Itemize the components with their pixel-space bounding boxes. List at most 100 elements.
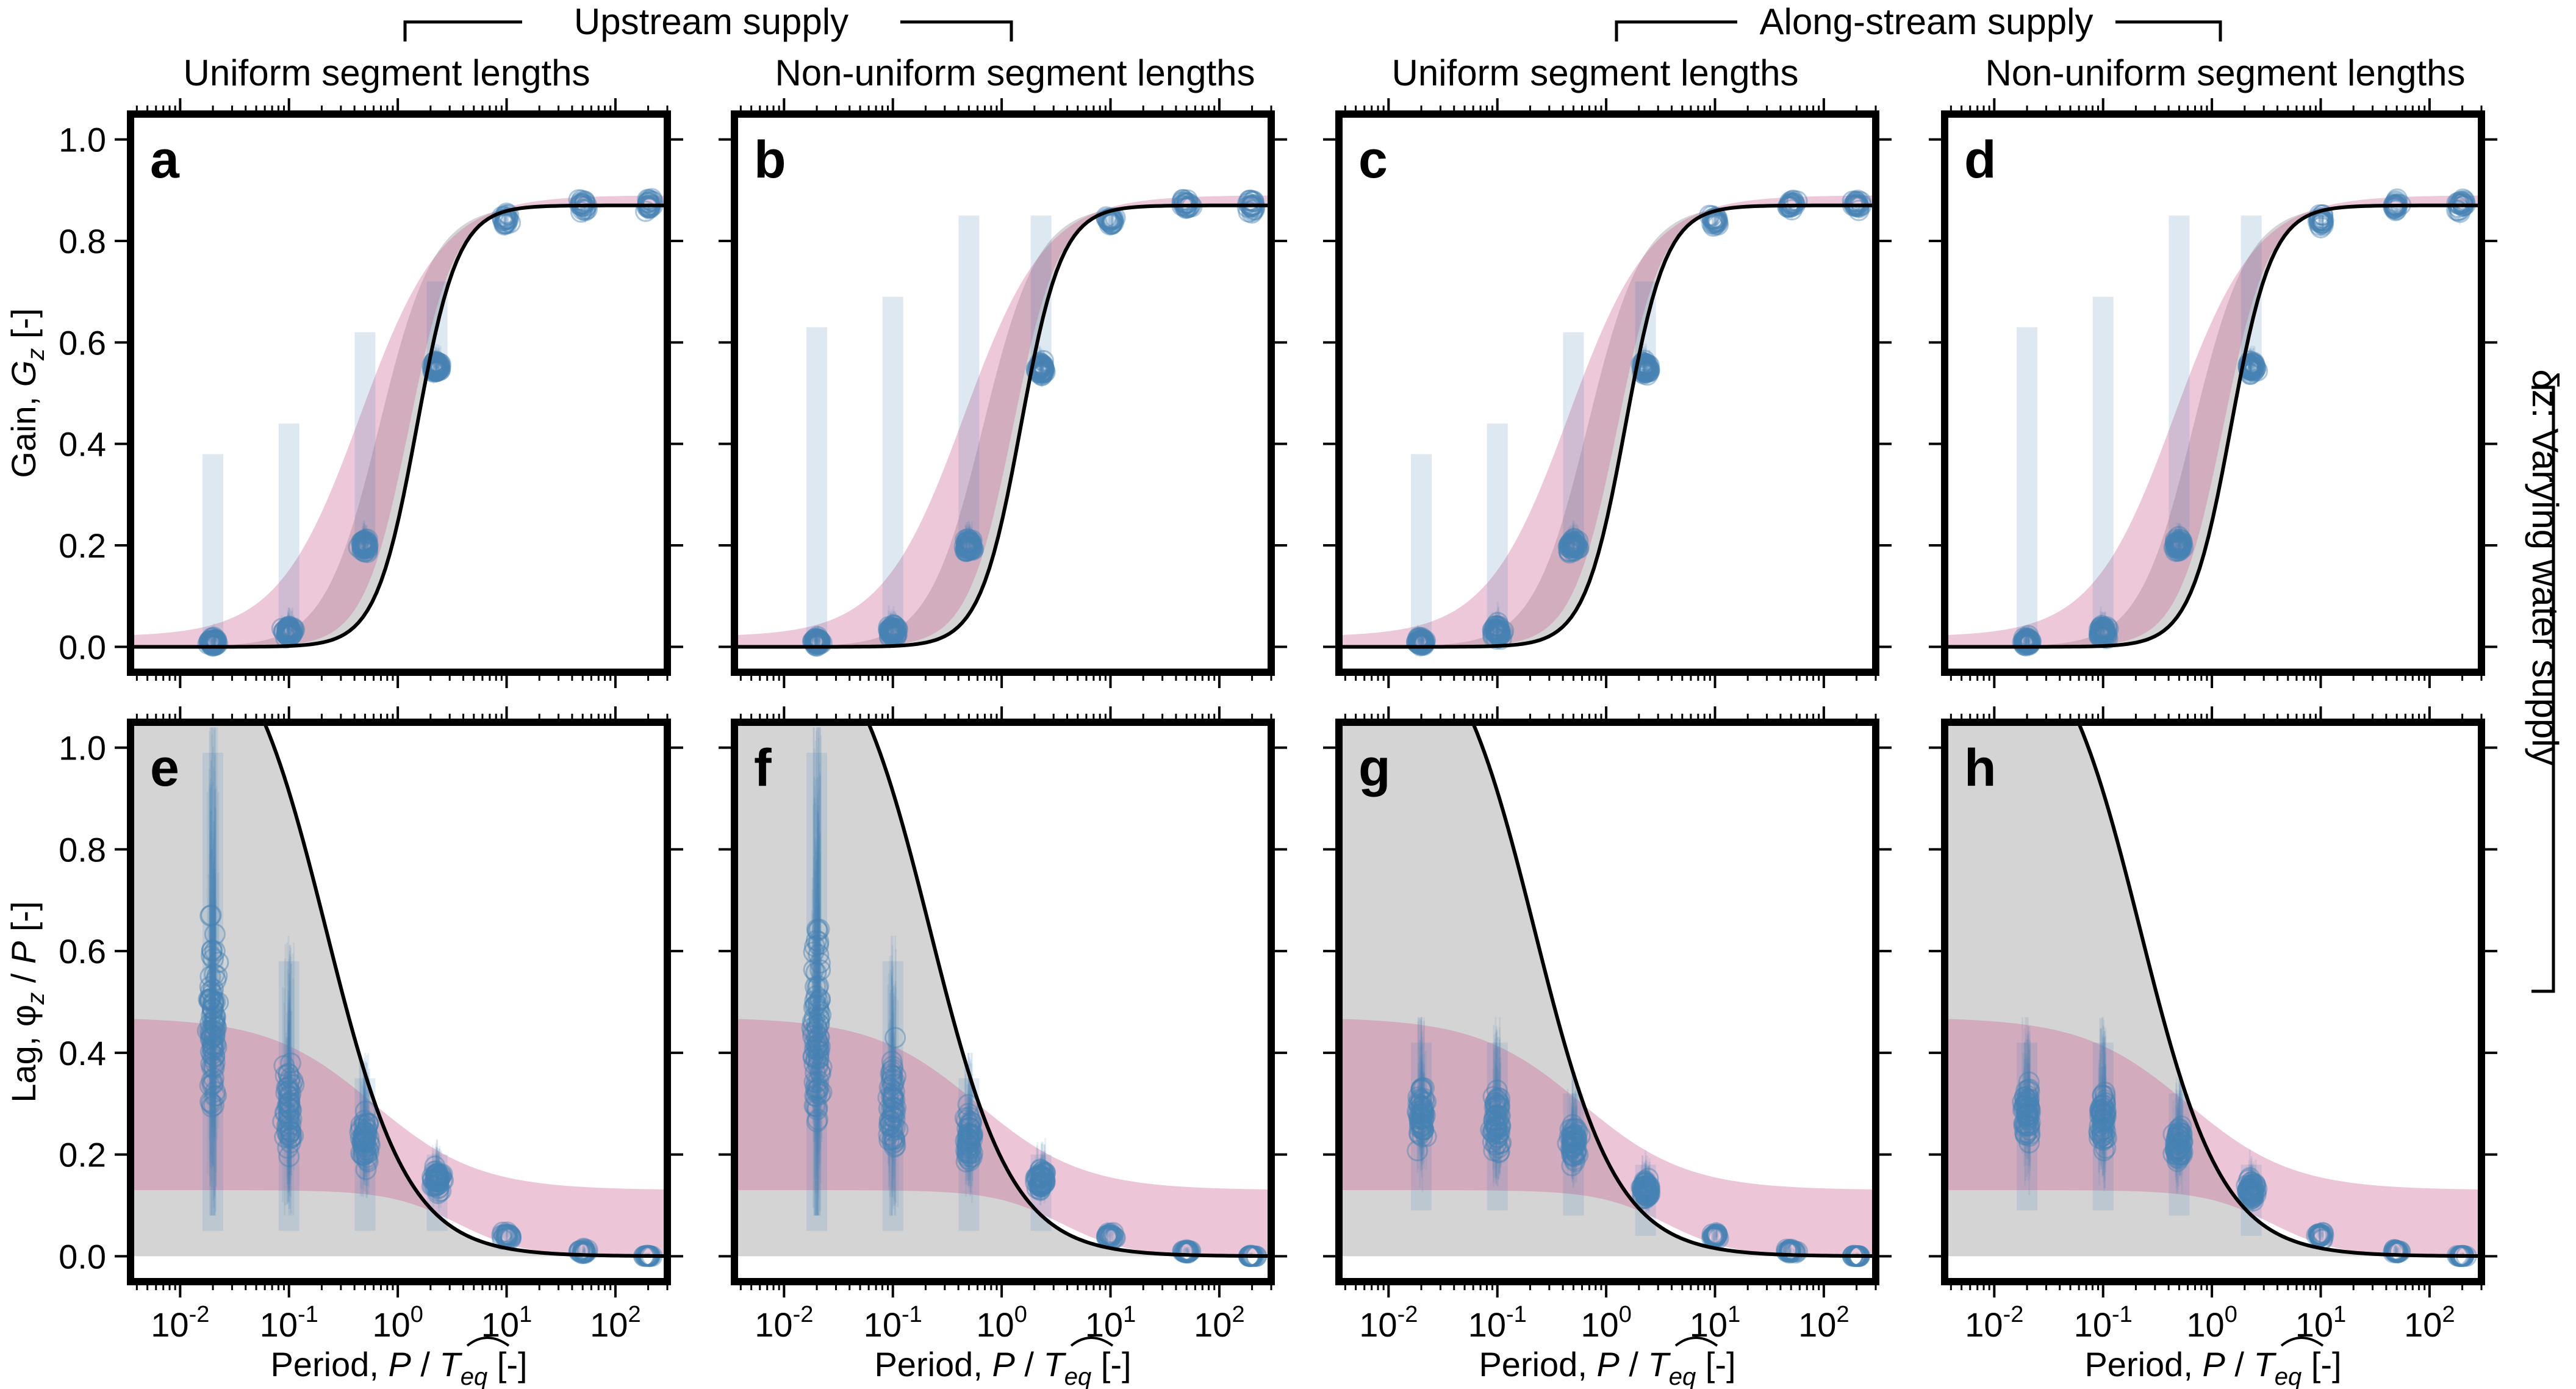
model-curve bbox=[734, 203, 1271, 649]
data-point bbox=[1031, 1166, 1053, 1188]
data-point bbox=[1637, 1183, 1659, 1205]
data-point bbox=[431, 1163, 453, 1185]
data-point bbox=[886, 619, 908, 641]
data-point bbox=[1409, 630, 1431, 651]
data-point bbox=[426, 1170, 448, 1192]
data-point bbox=[1485, 1100, 1507, 1122]
data-point bbox=[495, 1224, 517, 1246]
data-point bbox=[955, 538, 977, 560]
x-tick-label: 10-2 bbox=[151, 1302, 209, 1344]
data-point bbox=[808, 1000, 830, 1022]
data-point bbox=[1564, 1135, 1586, 1157]
data-point bbox=[884, 621, 906, 643]
data-point bbox=[1032, 1166, 1054, 1188]
data-point bbox=[1701, 1223, 1723, 1245]
data-point bbox=[2170, 536, 2192, 558]
data-point bbox=[955, 529, 977, 551]
data-point bbox=[2385, 192, 2407, 214]
data-point bbox=[1410, 1079, 1432, 1100]
data-point bbox=[423, 358, 445, 380]
data-point bbox=[357, 1150, 379, 1172]
data-point bbox=[809, 630, 831, 652]
data-point bbox=[1778, 1241, 1800, 1263]
data-point bbox=[356, 542, 378, 564]
panel-b: b bbox=[719, 98, 1287, 688]
data-point bbox=[284, 619, 306, 641]
x-tick-label: 10-1 bbox=[260, 1302, 318, 1344]
data-point bbox=[1632, 1175, 1654, 1197]
data-point bbox=[958, 1130, 980, 1152]
data-point bbox=[576, 198, 598, 220]
data-point bbox=[202, 632, 224, 654]
data-point bbox=[1410, 630, 1432, 652]
data-point bbox=[957, 532, 979, 554]
data-point bbox=[353, 1139, 375, 1161]
data-point bbox=[201, 1057, 223, 1079]
data-point bbox=[2446, 192, 2468, 214]
data-point bbox=[881, 1105, 903, 1127]
data-point bbox=[1241, 202, 1263, 224]
data-point bbox=[1174, 1241, 1196, 1263]
data-point bbox=[2239, 350, 2261, 372]
data-point bbox=[805, 630, 827, 652]
data-point bbox=[960, 1138, 981, 1160]
data-point bbox=[1707, 214, 1729, 236]
data-point bbox=[2096, 619, 2118, 641]
data-point bbox=[1241, 196, 1263, 218]
panel-letter: f bbox=[754, 739, 772, 797]
data-point bbox=[203, 631, 225, 653]
data-point bbox=[2018, 633, 2040, 655]
data-point bbox=[281, 1108, 303, 1130]
data-point bbox=[1174, 192, 1196, 214]
data-point bbox=[281, 1099, 303, 1121]
data-point bbox=[2090, 622, 2112, 644]
data-point bbox=[1562, 1142, 1584, 1164]
data-point bbox=[2170, 535, 2192, 557]
data-point bbox=[2451, 190, 2473, 212]
data-point bbox=[637, 192, 659, 214]
data-point bbox=[1239, 189, 1261, 211]
data-point bbox=[1485, 1115, 1507, 1137]
data-point bbox=[1243, 199, 1265, 221]
data-point bbox=[1025, 1166, 1047, 1188]
data-point bbox=[1100, 207, 1122, 229]
data-point bbox=[802, 630, 823, 652]
data-point bbox=[882, 1084, 904, 1106]
data-point bbox=[805, 631, 827, 653]
data-point bbox=[2092, 619, 2114, 641]
data-point bbox=[356, 533, 378, 555]
data-point bbox=[1563, 536, 1585, 558]
data-point bbox=[1632, 354, 1654, 376]
data-point bbox=[809, 1036, 831, 1058]
data-point bbox=[2020, 631, 2042, 653]
data-point bbox=[281, 623, 303, 645]
data-point bbox=[356, 540, 378, 562]
data-point bbox=[807, 1108, 829, 1130]
data-point bbox=[2447, 196, 2469, 218]
data-point bbox=[570, 189, 592, 211]
data-point bbox=[806, 1035, 828, 1057]
data-point bbox=[430, 1180, 452, 1202]
data-point bbox=[353, 536, 375, 558]
data-point bbox=[279, 620, 301, 642]
data-point bbox=[1413, 1109, 1435, 1131]
data-point bbox=[278, 1086, 300, 1108]
data-point bbox=[281, 1125, 303, 1147]
data-point bbox=[1637, 361, 1659, 382]
data-point bbox=[2167, 531, 2189, 553]
data-point bbox=[276, 622, 298, 644]
data-point bbox=[961, 1111, 983, 1133]
data-point bbox=[201, 631, 223, 653]
data-point bbox=[199, 630, 221, 652]
data-point bbox=[881, 617, 903, 639]
data-point bbox=[2016, 628, 2038, 650]
data-point bbox=[2013, 629, 2035, 651]
data-point bbox=[1173, 190, 1195, 212]
data-point bbox=[1028, 1165, 1050, 1186]
data-point bbox=[1565, 534, 1587, 556]
data-point bbox=[1782, 1240, 1804, 1262]
data-point bbox=[278, 623, 300, 645]
data-point bbox=[1487, 1086, 1509, 1108]
plot-area bbox=[1339, 722, 1876, 1267]
data-point bbox=[204, 630, 226, 651]
